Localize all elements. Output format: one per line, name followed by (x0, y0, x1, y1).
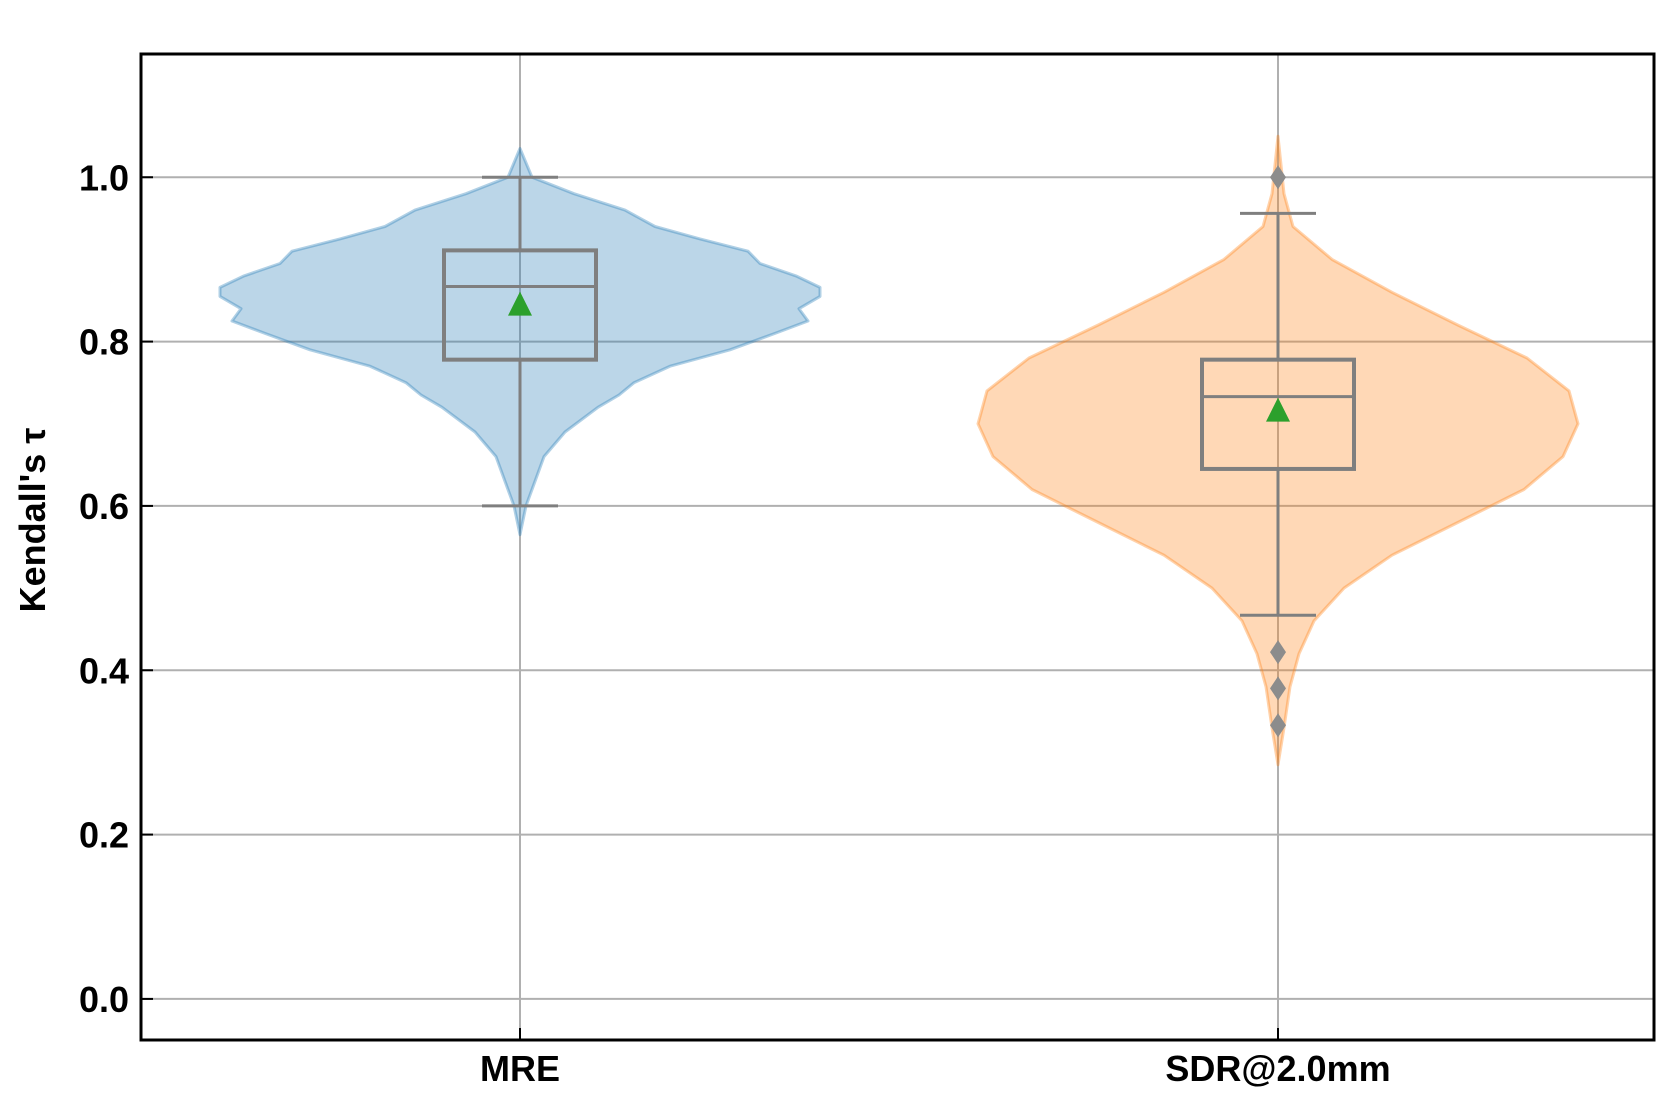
mean-marker (508, 291, 532, 316)
plot-frame (139, 52, 1656, 1042)
y-tick-label: 1.0 (79, 157, 129, 198)
violins (218, 134, 1580, 767)
violin-2 (976, 134, 1580, 767)
y-tick-label: 0.4 (79, 650, 129, 691)
outlier-point (1270, 676, 1286, 701)
y-tick-label: 0.0 (79, 979, 129, 1020)
x-tick-label: SDR@2.0mm (1165, 1048, 1390, 1089)
iqr-box (1200, 357, 1356, 471)
mean-marker (1266, 397, 1290, 422)
box-plots (442, 165, 1356, 738)
axes: 0.0 0.2 0.4 0.6 0.8 1.0 MRE SDR@2.0mm (79, 52, 1656, 1089)
violin-1 (218, 147, 822, 537)
outlier-point (1270, 713, 1286, 738)
iqr-box (442, 248, 598, 362)
outlier-point (1270, 165, 1286, 190)
y-tick-label: 0.6 (79, 486, 129, 527)
grid-lines (141, 54, 1654, 1040)
y-axis-label: Kendall's τ (12, 428, 53, 613)
outlier-point (1270, 640, 1286, 665)
y-tick-label: 0.8 (79, 322, 129, 363)
y-tick-label: 0.2 (79, 815, 129, 856)
x-tick-label: MRE (480, 1048, 560, 1089)
